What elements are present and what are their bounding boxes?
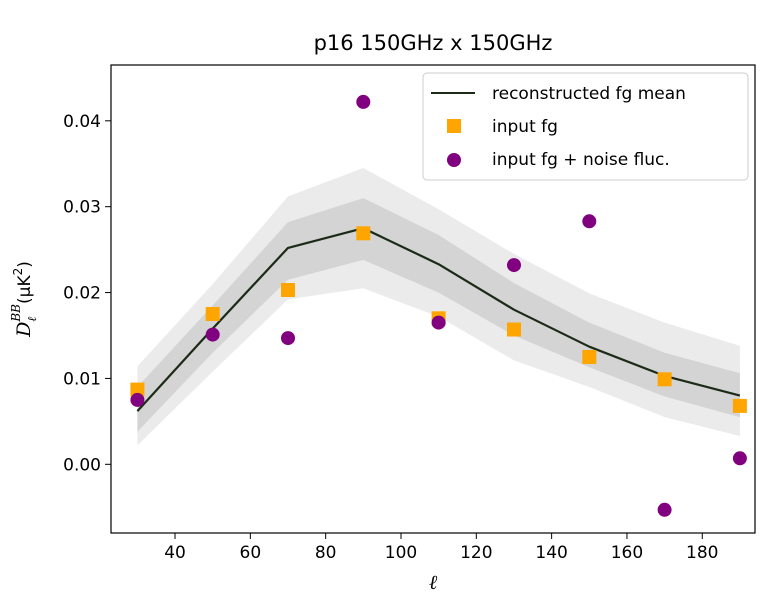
- noise-fluc-point-190: [732, 451, 747, 466]
- x-tick-label-120: 120: [460, 543, 492, 563]
- input-fg-point-90: [356, 226, 371, 241]
- noise-fluc-point-150: [582, 214, 597, 229]
- input-fg-point-50: [205, 307, 220, 321]
- noise-fluc-point-50: [205, 327, 220, 342]
- y-tick-label-2: 0.02: [63, 284, 101, 304]
- y-axis-ticks: 0.00 0.01 0.02 0.03 0.04: [63, 112, 111, 475]
- x-tick-label-60: 60: [240, 543, 262, 563]
- legend-square-swatch: [447, 119, 461, 133]
- noise-fluc-point-90: [356, 94, 371, 109]
- y-label-sup: BB: [9, 304, 23, 323]
- input-fg-point-130: [507, 322, 521, 337]
- x-tick-label-160: 160: [611, 543, 643, 563]
- x-tick-label-100: 100: [385, 543, 417, 563]
- y-tick-label-0: 0.00: [63, 455, 101, 475]
- uncertainty-bands: [137, 168, 740, 446]
- plot-area: [130, 94, 747, 517]
- legend-label-input: input fg: [492, 117, 558, 137]
- x-tick-label-80: 80: [315, 543, 337, 563]
- plot-frame: [110, 64, 756, 534]
- y-tick-label-3: 0.03: [63, 198, 101, 218]
- x-axis-ticks: 40 60 80 100 120 140 160 180: [164, 533, 719, 563]
- series-line-mean: [136, 227, 741, 412]
- y-tick-label-1: 0.01: [63, 369, 101, 389]
- y-label-unit-sup: 2: [11, 268, 25, 276]
- input-fg-point-70: [281, 283, 295, 297]
- legend-box: [422, 72, 749, 181]
- y-label-main: D: [13, 322, 35, 338]
- input-fg-point-150: [582, 350, 597, 364]
- y-axis-label: DℓBB(μK2): [9, 261, 39, 338]
- x-axis-label: ℓ: [429, 570, 438, 594]
- x-tick-label-40: 40: [164, 543, 186, 563]
- legend-circle-swatch: [447, 153, 461, 167]
- legend-label-mean: reconstructed fg mean: [492, 84, 686, 104]
- x-tick-label-180: 180: [686, 543, 718, 563]
- mean-line-layer: [136, 227, 741, 412]
- legend-label-noise: input fg + noise fluc.: [492, 150, 670, 170]
- noise-fluc-point-30: [130, 392, 145, 407]
- input-fg-point-30: [130, 382, 145, 397]
- input-fg-point-190: [732, 398, 747, 413]
- input-fg-point-170: [657, 372, 672, 387]
- y-tick-label-4: 0.04: [63, 112, 101, 132]
- noise-fluc-point-110: [431, 315, 446, 330]
- noise-fluc-point-70: [281, 331, 295, 346]
- data-points-layer: [130, 94, 747, 517]
- legend: reconstructed fg mean input fg input fg …: [422, 72, 749, 181]
- x-tick-label-140: 140: [535, 543, 567, 563]
- y-label-sub: ℓ: [25, 317, 39, 322]
- noise-fluc-point-130: [507, 258, 521, 273]
- y-label-unit: (μK: [15, 275, 35, 304]
- y-label-unit-close: ): [15, 261, 35, 268]
- band-inner: [137, 198, 740, 432]
- noise-fluc-point-170: [657, 502, 672, 517]
- chart-title: p16 150GHz x 150GHz: [314, 31, 553, 55]
